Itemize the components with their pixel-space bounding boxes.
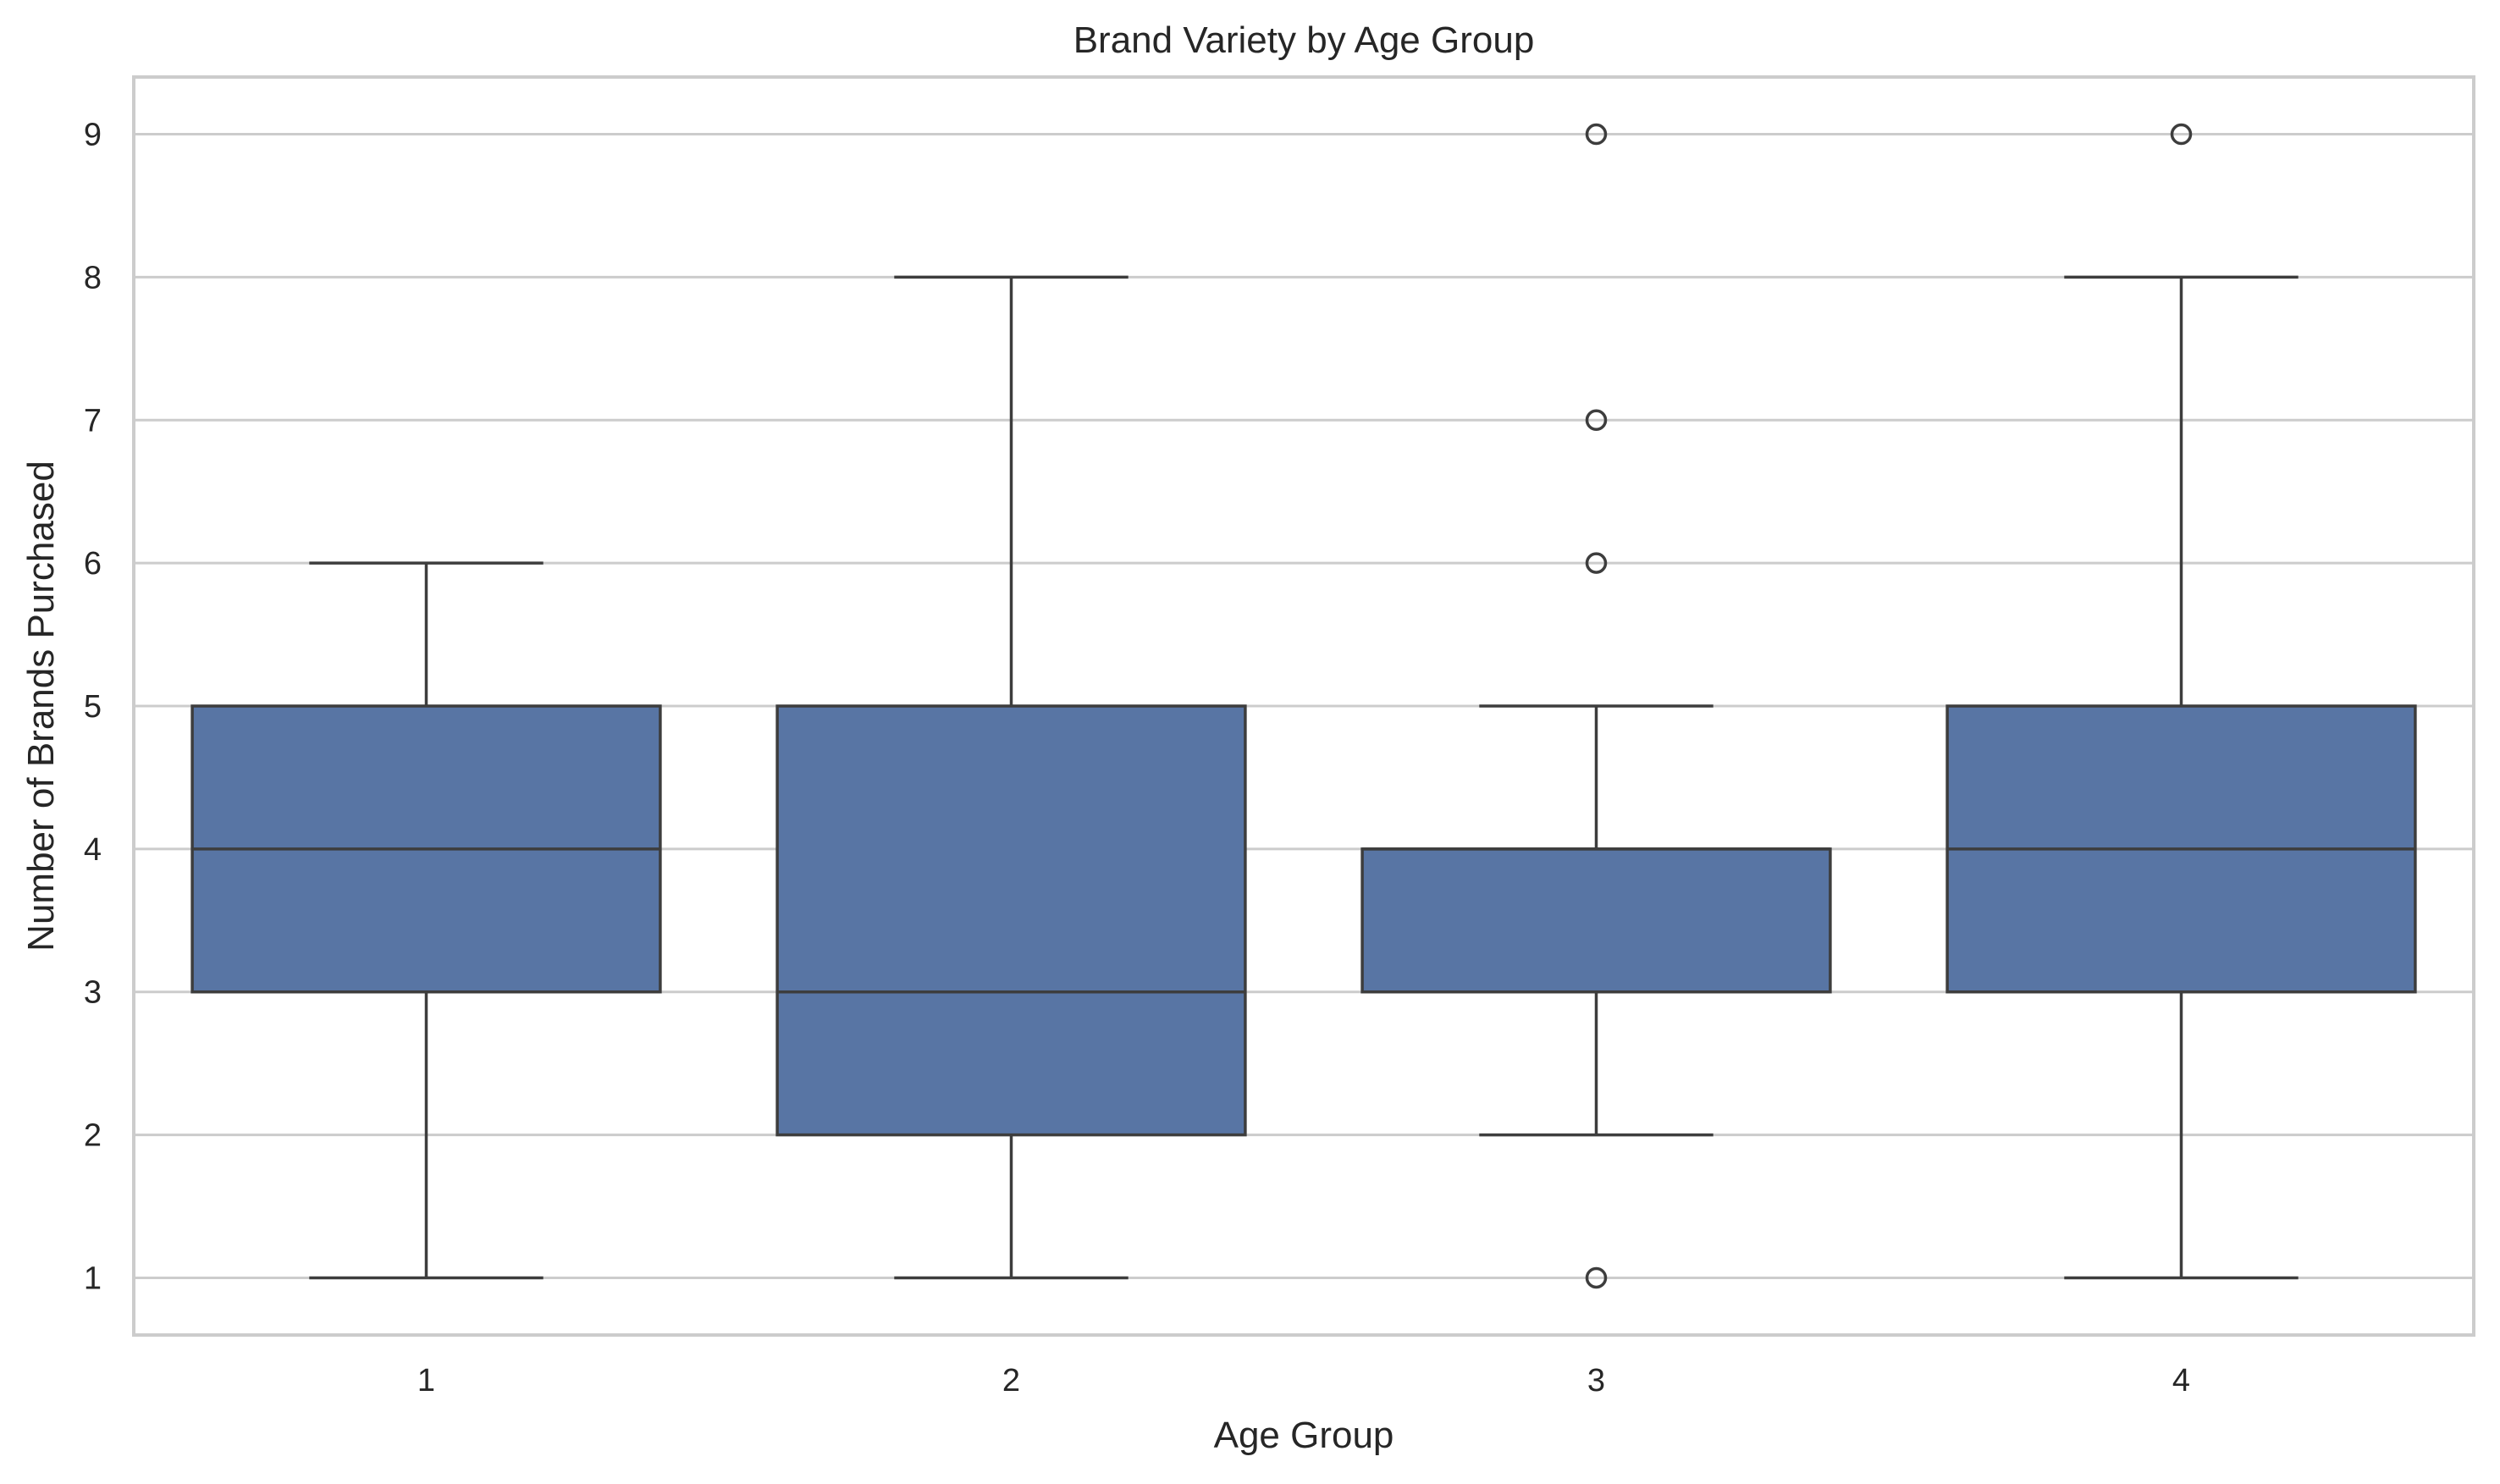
- x-tick-label: 4: [2172, 1363, 2190, 1398]
- box-group: [1360, 123, 1832, 1289]
- x-tick-label: 1: [417, 1363, 435, 1398]
- box-group: [1945, 123, 2417, 1280]
- y-tick-labels: 1 2 3 4 5 6 7 8 9: [84, 118, 102, 1297]
- outlier-point: [1585, 552, 1608, 574]
- x-tick-label: 2: [1002, 1363, 1020, 1398]
- y-axis-label: Number of Brands Purchased: [20, 461, 62, 952]
- x-tick-label: 3: [1587, 1363, 1605, 1398]
- x-axis-label: Age Group: [1214, 1415, 1394, 1456]
- x-tick-labels: 1 2 3 4: [417, 1363, 2190, 1398]
- y-tick-label: 2: [84, 1118, 102, 1154]
- outlier-point: [1585, 1266, 1608, 1289]
- box-iqr: [1360, 847, 1832, 994]
- y-tick-label: 1: [84, 1261, 102, 1296]
- outlier-point: [1585, 123, 1608, 146]
- box-group: [190, 561, 662, 1280]
- y-tick-label: 8: [84, 260, 102, 295]
- box-group: [775, 275, 1247, 1280]
- boxes-layer: [190, 123, 2417, 1289]
- y-tick-label: 4: [84, 832, 102, 868]
- box-iqr: [775, 704, 1247, 1137]
- outlier-point: [1585, 409, 1608, 432]
- outlier-point: [2170, 123, 2193, 146]
- y-tick-label: 9: [84, 118, 102, 153]
- y-tick-label: 6: [84, 546, 102, 582]
- y-tick-label: 7: [84, 403, 102, 439]
- y-tick-label: 5: [84, 689, 102, 725]
- y-tick-label: 3: [84, 975, 102, 1011]
- chart-title: Brand Variety by Age Group: [1073, 19, 1535, 61]
- plot-frame: [132, 75, 2475, 1337]
